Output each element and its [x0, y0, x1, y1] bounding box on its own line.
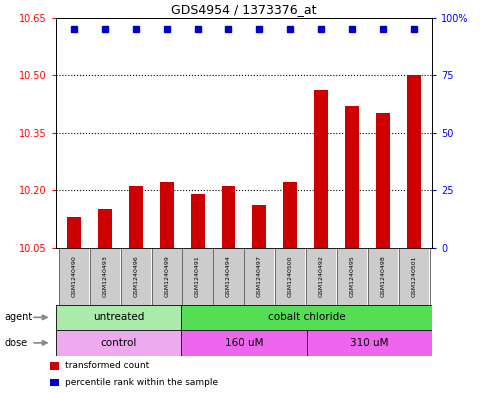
Bar [368, 248, 398, 305]
Bar [129, 186, 143, 248]
Bar [306, 248, 336, 305]
Bar [376, 114, 390, 248]
Text: GSM1240499: GSM1240499 [164, 255, 169, 297]
Bar [314, 90, 328, 248]
Bar [345, 106, 359, 248]
Bar [59, 248, 89, 305]
Text: transformed count: transformed count [65, 362, 149, 371]
Text: control: control [100, 338, 137, 348]
Bar [98, 209, 112, 248]
Bar [222, 186, 235, 248]
Text: GSM1240493: GSM1240493 [102, 255, 107, 297]
Title: GDS4954 / 1373376_at: GDS4954 / 1373376_at [171, 4, 317, 17]
Bar [181, 330, 307, 356]
Bar [56, 305, 181, 330]
Text: 160 uM: 160 uM [225, 338, 263, 348]
Bar [407, 75, 421, 248]
Text: GSM1240498: GSM1240498 [381, 255, 385, 297]
Bar [398, 248, 429, 305]
Bar [50, 379, 59, 386]
Bar [181, 305, 432, 330]
Bar [121, 248, 151, 305]
Text: GSM1240500: GSM1240500 [288, 255, 293, 297]
Bar [160, 182, 174, 248]
Text: agent: agent [5, 312, 33, 322]
Text: untreated: untreated [93, 312, 144, 322]
Text: dose: dose [5, 338, 28, 348]
Bar [67, 217, 81, 248]
Bar [183, 248, 213, 305]
Text: percentile rank within the sample: percentile rank within the sample [65, 378, 218, 387]
Bar [253, 206, 266, 248]
Bar [244, 248, 274, 305]
Bar [50, 362, 59, 369]
Text: GSM1240490: GSM1240490 [71, 255, 77, 297]
Text: GSM1240491: GSM1240491 [195, 255, 200, 297]
Bar [90, 248, 120, 305]
Bar [337, 248, 367, 305]
Text: GSM1240492: GSM1240492 [319, 255, 324, 297]
Bar [56, 330, 181, 356]
Bar [152, 248, 182, 305]
Bar [213, 248, 243, 305]
Bar [284, 182, 297, 248]
Text: GSM1240501: GSM1240501 [411, 255, 416, 297]
Text: GSM1240495: GSM1240495 [350, 255, 355, 297]
Bar [275, 248, 305, 305]
Text: GSM1240496: GSM1240496 [133, 255, 138, 297]
Bar [191, 194, 204, 248]
Text: GSM1240494: GSM1240494 [226, 255, 231, 297]
Text: 310 uM: 310 uM [350, 338, 389, 348]
Bar [307, 330, 432, 356]
Text: cobalt chloride: cobalt chloride [268, 312, 345, 322]
Text: GSM1240497: GSM1240497 [257, 255, 262, 297]
